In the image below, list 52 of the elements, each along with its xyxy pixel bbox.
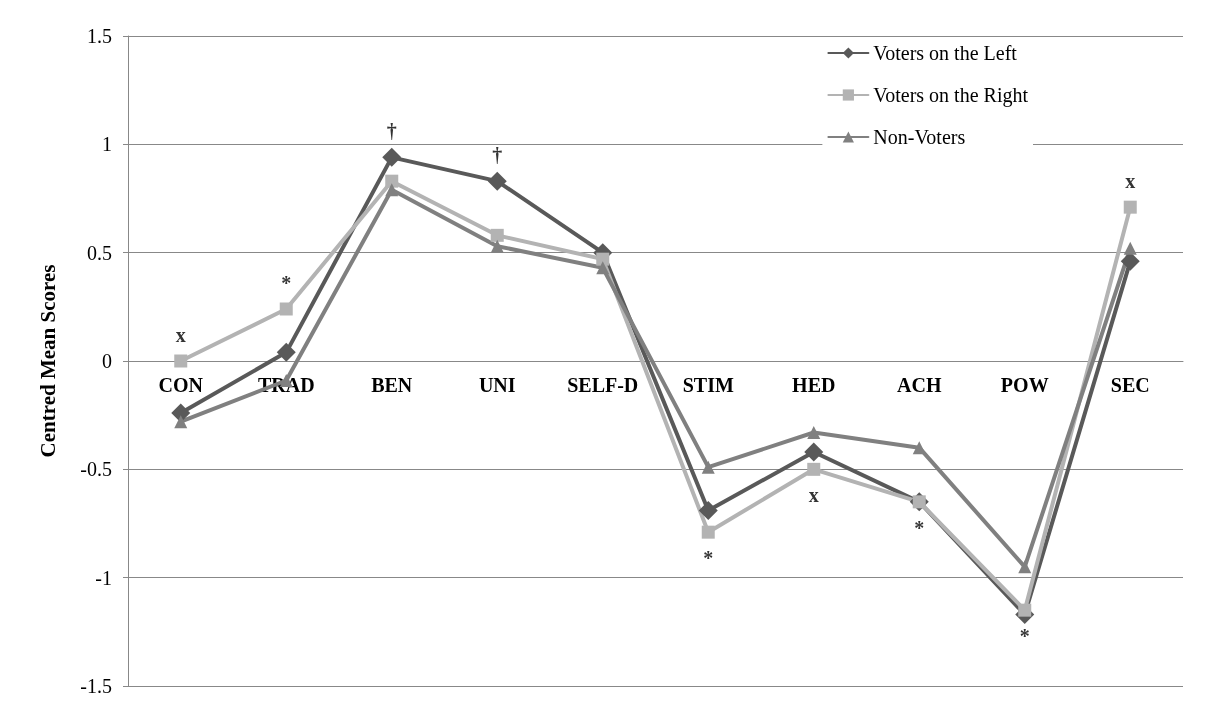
point (1123, 200, 1137, 214)
point (276, 342, 296, 362)
x-tick-label: STIM (682, 374, 734, 396)
annotation: x (808, 484, 819, 507)
annotation: x (175, 324, 186, 346)
x-tick-label: POW (1000, 374, 1049, 396)
y-tick-label: 0 (102, 350, 112, 372)
legend-label: Non-Voters (873, 126, 966, 148)
point (382, 147, 402, 167)
point (701, 525, 715, 539)
y-axis-title: Centred Mean Scores (35, 264, 60, 458)
x-tick-label: BEN (371, 374, 413, 396)
legend-label: Voters on the Left (873, 42, 1018, 64)
x-tick-label: SELF-D (567, 374, 639, 396)
x-tick-label: ACH (897, 374, 942, 396)
point (487, 171, 507, 191)
point (385, 183, 399, 197)
annotation: x (1125, 170, 1136, 193)
annotation: * (914, 516, 925, 539)
point (385, 174, 399, 188)
y-tick-label: -1 (95, 566, 112, 589)
point (701, 460, 715, 474)
x-tick-label: SEC (1110, 374, 1150, 396)
point (490, 228, 504, 242)
point (1018, 560, 1032, 574)
y-tick-label: 1 (102, 133, 112, 156)
point (698, 501, 718, 520)
y-tick-label: -0.5 (80, 458, 112, 481)
point (1018, 603, 1032, 617)
point (490, 239, 504, 253)
point (279, 302, 293, 316)
point (1123, 241, 1137, 255)
point (596, 252, 610, 266)
x-tick-label: UNI (478, 374, 516, 396)
point (807, 462, 821, 476)
x-tick-label: CON (158, 374, 204, 396)
annotation: † (492, 144, 503, 167)
y-tick-label: 0.5 (87, 241, 112, 264)
y-tick-label: -1.5 (80, 675, 112, 697)
point (912, 441, 926, 455)
point (174, 415, 188, 429)
annotation: * (1019, 625, 1030, 648)
annotation: † (386, 120, 397, 143)
point (596, 261, 610, 275)
y-tick-label: 1.5 (87, 25, 112, 47)
annotation: * (703, 547, 714, 570)
point (174, 354, 188, 368)
legend-label: Voters on the Right (873, 84, 1029, 107)
annotation: * (281, 272, 292, 294)
point (807, 426, 821, 439)
x-tick-label: HED (792, 374, 836, 396)
point (804, 442, 824, 462)
